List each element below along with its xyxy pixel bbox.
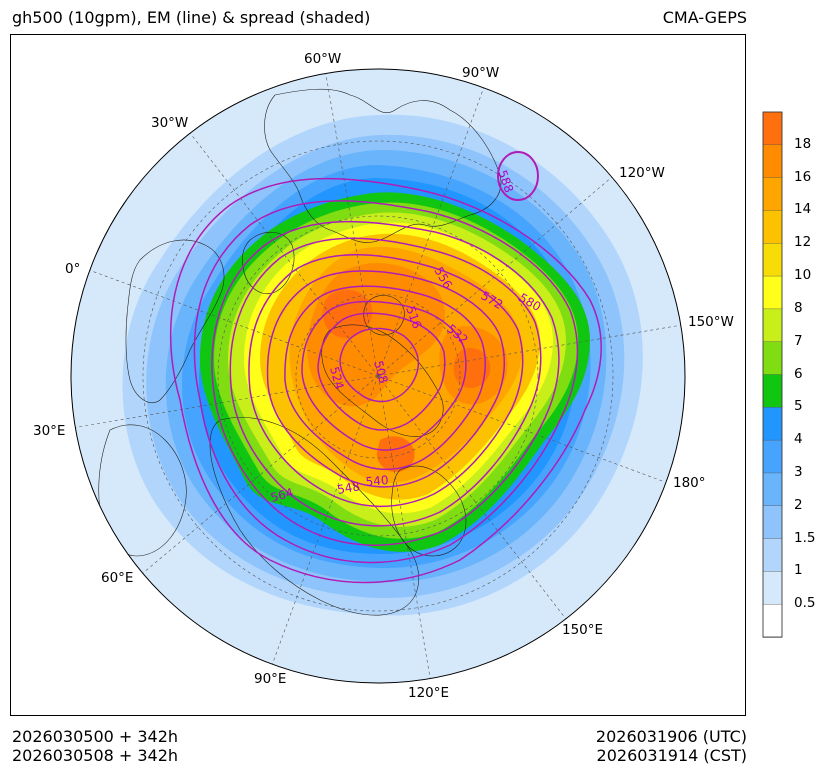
contour-540 <box>266 270 506 488</box>
contour-548 <box>248 254 524 507</box>
coastline-asia <box>209 417 419 616</box>
meridian-60w <box>324 69 379 377</box>
latitude-50-circle <box>217 215 539 537</box>
meridian-180 <box>377 375 666 483</box>
label-120e: 120°E <box>408 685 449 701</box>
contour-524 <box>301 300 467 451</box>
label-60w: 60°W <box>304 51 341 67</box>
colorbar-tick-label: 0.5 <box>794 595 816 612</box>
label-90e: 90°E <box>254 671 286 687</box>
colorbar-swatch <box>762 341 783 376</box>
map-frame <box>10 34 746 716</box>
chart-title: gh500 (10gpm), EM (line) & spread (shade… <box>12 8 371 27</box>
contour-label-524: 524 <box>327 365 346 391</box>
model-name: CMA-GEPS <box>662 8 747 27</box>
colorbar-swatch <box>762 210 783 244</box>
colorbar-swatch <box>762 243 783 277</box>
label-30e: 30°E <box>33 423 65 439</box>
colorbar-swatch <box>762 275 783 310</box>
geopotential-contours <box>169 151 602 584</box>
colorbar-tick-label: 8 <box>794 299 803 316</box>
graticule <box>71 69 683 683</box>
meridian-30e <box>71 375 379 429</box>
contour-580 <box>169 177 602 584</box>
coastline-siberia <box>321 324 444 437</box>
colorbar-tick-label: 2 <box>794 496 803 513</box>
colorbar-swatch <box>762 472 783 507</box>
colorbar-tick-label: 7 <box>794 332 803 349</box>
colorbar-swatch <box>762 144 783 179</box>
contour-532 <box>284 285 486 470</box>
colorbar-swatch <box>762 407 783 441</box>
latitude-70-circle <box>295 293 461 459</box>
colorbar-tick-label: 6 <box>794 365 803 382</box>
colorbar-tick-label: 1 <box>794 562 803 579</box>
colorbar-swatch <box>762 505 783 540</box>
colorbar-tick-label: 12 <box>794 234 812 251</box>
valid-utc: 2026031906 (UTC) <box>595 727 747 746</box>
map-disk: 588 556 572 580 516 532 524 508 540 548 … <box>71 69 685 683</box>
contour-572 <box>193 200 579 564</box>
label-0: 0° <box>65 261 80 277</box>
label-120w: 120°W <box>619 165 665 181</box>
label-30w: 30°W <box>151 115 188 131</box>
footer-init-time: 2026030500 + 342h 2026030508 + 342h <box>12 727 178 765</box>
contour-label-548: 548 <box>336 479 361 497</box>
colorbar-swatch <box>762 111 783 146</box>
colorbar-tick-label: 14 <box>794 201 812 218</box>
init-cst: 2026030508 + 342h <box>12 746 179 765</box>
colorbar-swatch <box>762 538 783 573</box>
latitude-30-circle <box>142 140 614 612</box>
colorbar-swatch <box>762 571 783 605</box>
contour-label-564: 564 <box>269 485 295 504</box>
colorbar-tick-label: 3 <box>794 463 803 480</box>
colorbar-swatch <box>762 308 783 343</box>
label-150w: 150°W <box>688 314 734 330</box>
contour-556 <box>229 237 542 527</box>
init-utc: 2026030500 + 342h <box>12 727 179 746</box>
spread-shading <box>122 114 643 616</box>
spread-level-18c <box>376 436 415 472</box>
colorbar-swatch <box>762 177 783 212</box>
contour-588 <box>497 151 539 201</box>
contour-564 <box>211 220 560 546</box>
coastline-greenland <box>242 232 295 294</box>
colorbar-tick-label: 18 <box>794 135 812 152</box>
contour-label-508: 508 <box>371 359 390 385</box>
valid-cst: 2026031914 (CST) <box>596 746 747 765</box>
footer-valid-time: 2026031906 (UTC) 2026031914 (CST) <box>596 727 747 765</box>
spread-level-18b <box>453 347 491 388</box>
colorbar-tick-label: 16 <box>794 168 812 185</box>
contour-label-540: 540 <box>365 473 389 489</box>
map-boundary-circle <box>70 68 686 684</box>
longitude-labels: 60°W 90°W 30°W 120°W 0° 150°W 30°E 180° … <box>33 51 734 701</box>
meridian-120e <box>377 375 432 683</box>
colorbar <box>762 111 783 638</box>
colorbar-tick-label: 1.5 <box>794 529 816 546</box>
colorbar-swatch <box>762 603 783 638</box>
coastline-east-asia <box>391 465 467 557</box>
colorbar-tick-label: 5 <box>794 398 803 415</box>
colorbar-tick-label: 10 <box>794 267 812 284</box>
colorbar-border <box>762 111 783 638</box>
colorbar-swatch <box>762 374 783 409</box>
label-60e: 60°E <box>101 570 133 586</box>
contour-516 <box>317 312 446 431</box>
colorbar-swatch <box>762 439 783 474</box>
contour-508 <box>339 327 420 403</box>
label-150e: 150°E <box>562 622 603 638</box>
coastline-arctic-islands <box>363 295 405 336</box>
colorbar-tick-label: 4 <box>794 431 803 448</box>
coastline-europe <box>125 239 225 404</box>
label-90w: 90°W <box>462 65 499 81</box>
label-180: 180° <box>673 475 706 491</box>
